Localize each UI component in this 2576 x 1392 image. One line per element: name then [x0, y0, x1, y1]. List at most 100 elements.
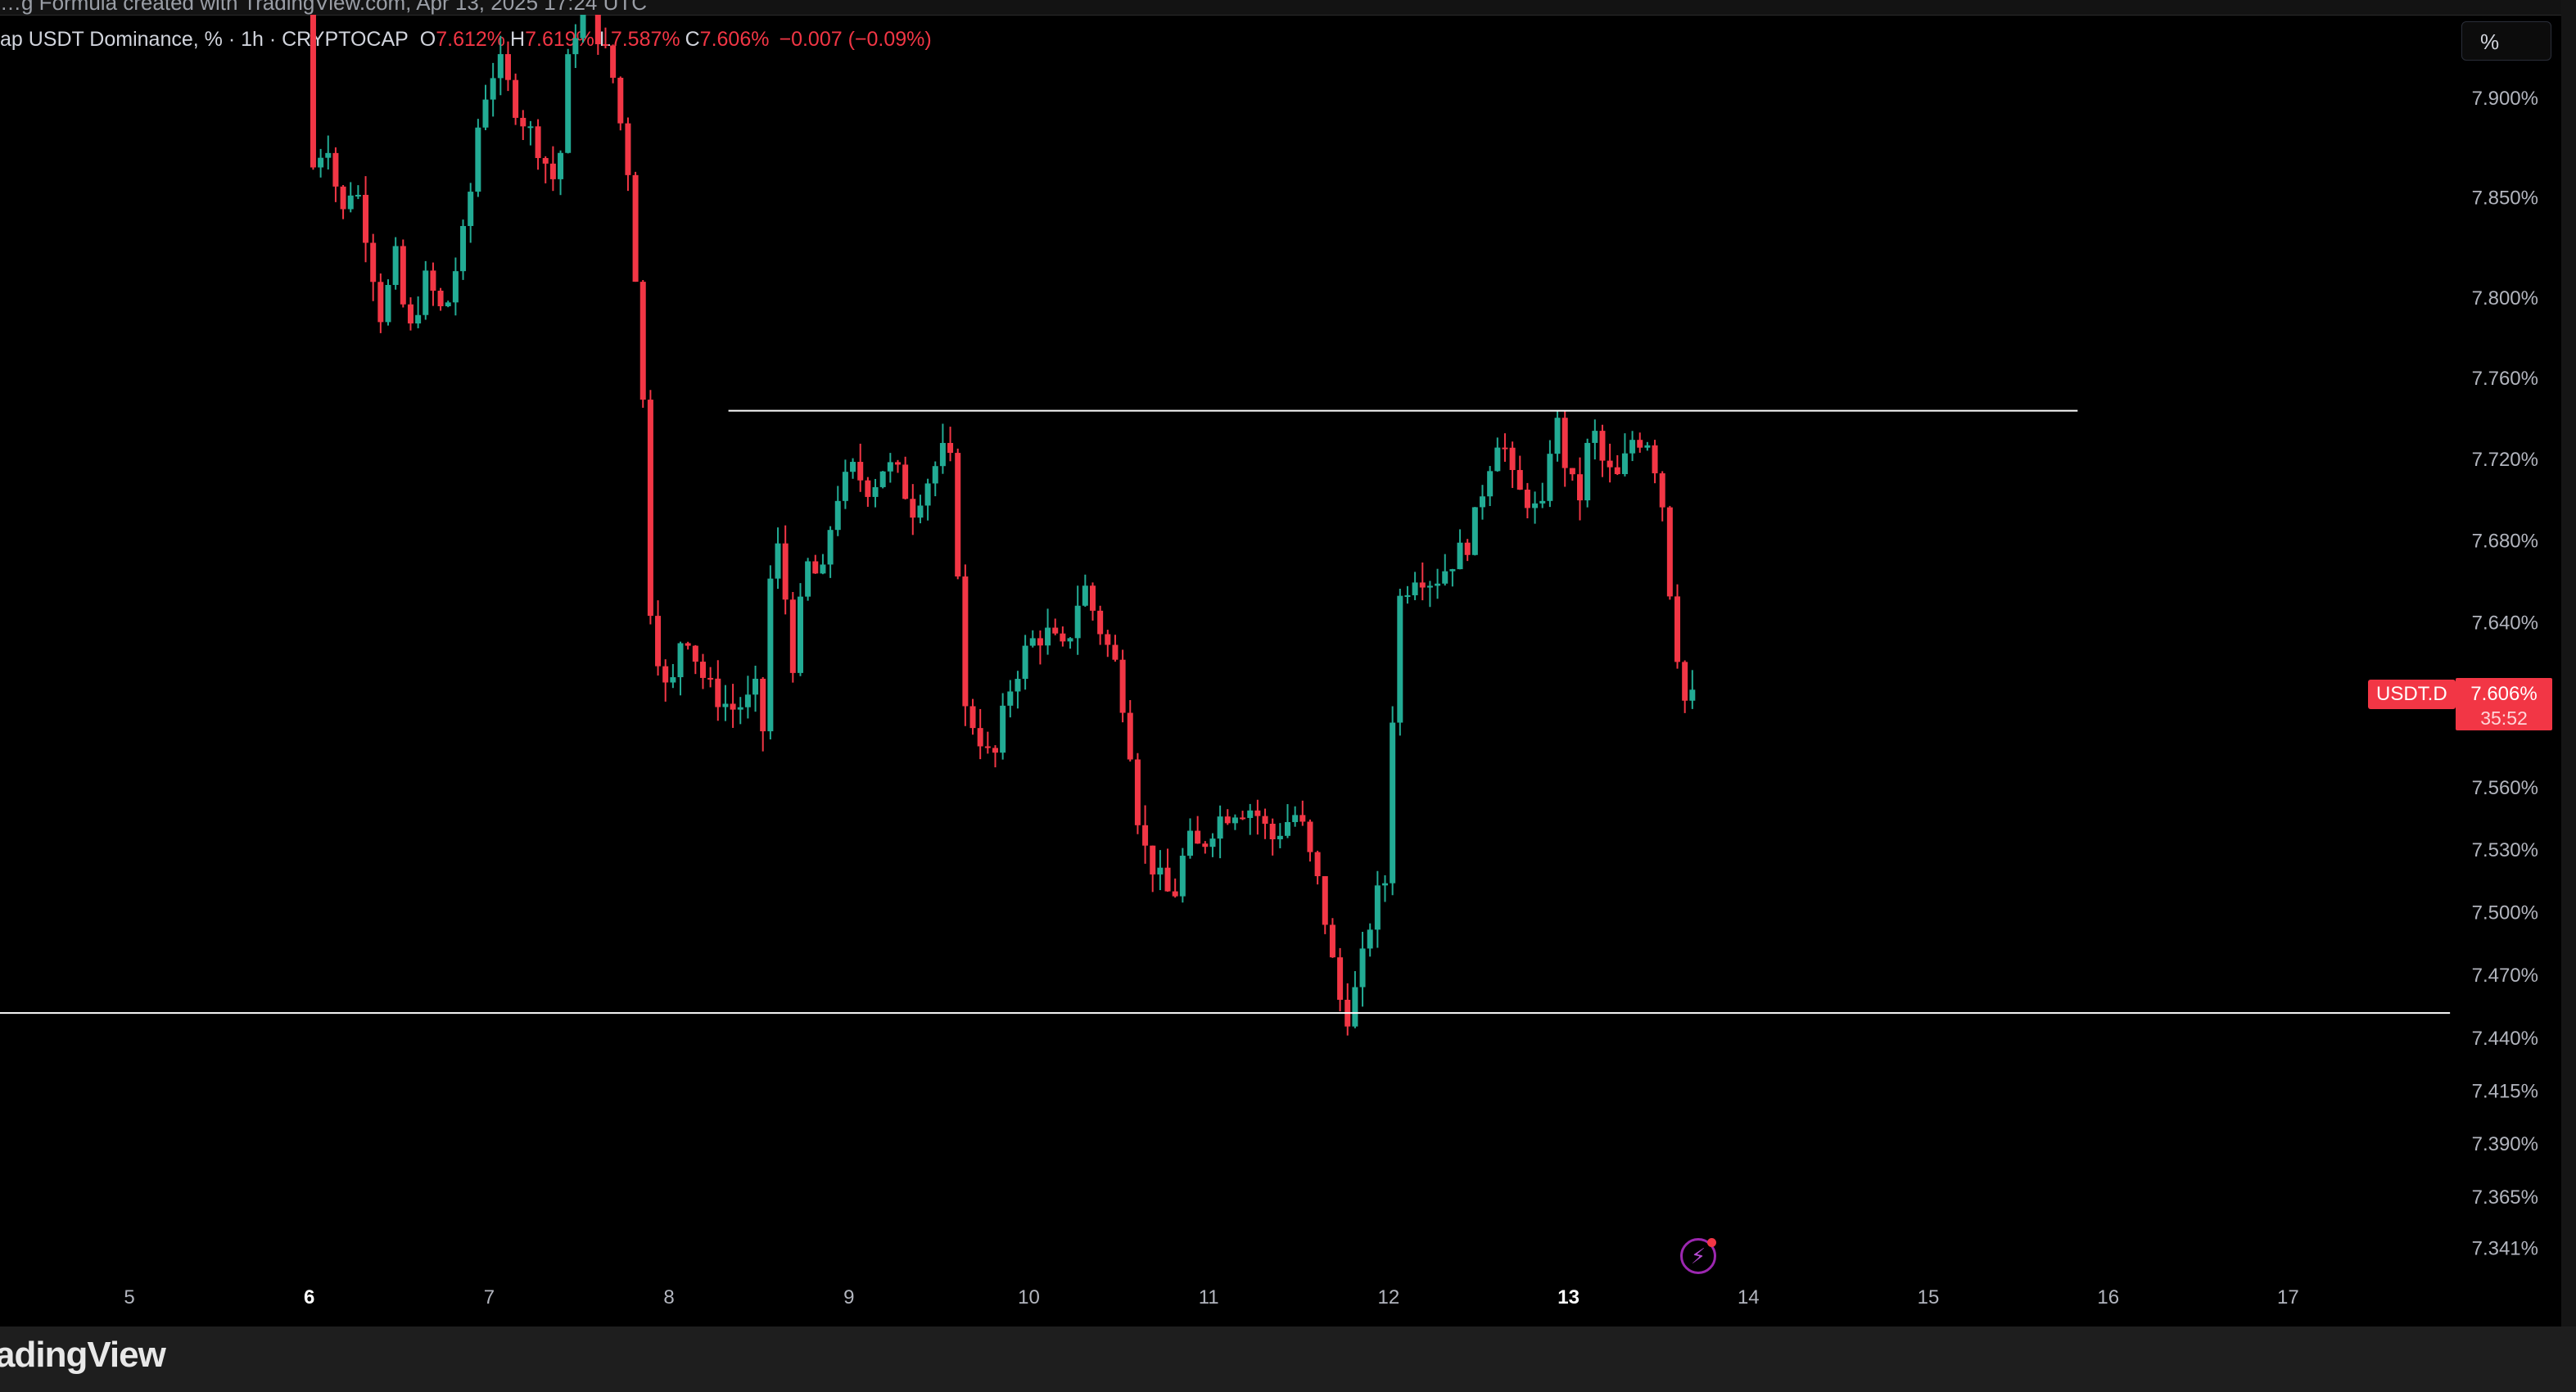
candle: [520, 110, 526, 141]
time-tick-label: 10: [1018, 1286, 1040, 1308]
candle: [310, 15, 316, 170]
candle: [445, 301, 451, 308]
candle: [955, 448, 961, 580]
candle: [1584, 438, 1591, 508]
candle: [1516, 455, 1523, 490]
candle: [969, 698, 976, 735]
candle: [639, 279, 646, 409]
lightning-bolt-icon[interactable]: ⚡: [1680, 1238, 1716, 1274]
candle: [1195, 816, 1201, 844]
price-chart[interactable]: 7.900% 7.850% 7.800% 7.760% 7.720% 7.680% 7.64…: [0, 15, 2561, 1326]
horizontal-lines-layer: [0, 409, 2451, 1015]
price-axis: 7.900% 7.850% 7.800% 7.760% 7.720% 7.680% 7.64…: [2472, 88, 2538, 1259]
candle: [910, 484, 916, 536]
candle: [1202, 841, 1209, 854]
candle: [1682, 660, 1688, 713]
candle: [504, 41, 511, 92]
candle: [632, 171, 639, 282]
symbol-description[interactable]: ap USDT Dominance, % · 1h · CRYPTOCAP: [0, 27, 409, 51]
change-value: −0.007 (−0.09%): [779, 27, 932, 51]
candle: [715, 660, 721, 721]
export-watermark-strip: …g Formula created with TradingView.com,…: [0, 0, 2576, 16]
candle: [415, 296, 422, 328]
candle: [1435, 568, 1441, 599]
candle: [1509, 441, 1516, 488]
candle: [475, 119, 481, 197]
bar-countdown: 35:52: [2480, 707, 2528, 729]
candle: [542, 156, 549, 183]
candle: [580, 15, 586, 43]
candle: [1292, 806, 1299, 827]
price-tick-label: 7.760%: [2472, 368, 2538, 390]
price-tick-label: 7.470%: [2472, 965, 2538, 987]
time-tick-label: 15: [1918, 1286, 1940, 1308]
candle: [1666, 505, 1673, 600]
candle: [1359, 931, 1366, 1007]
time-tick-label: 11: [1199, 1286, 1219, 1308]
candle: [924, 478, 931, 521]
right-edge-panel: [2561, 0, 2576, 1326]
candle: [647, 390, 653, 625]
candle: [1232, 814, 1238, 830]
candle: [857, 443, 864, 492]
candle: [812, 554, 819, 574]
candle: [535, 119, 541, 170]
candle: [1224, 809, 1231, 825]
price-tick-label: 7.415%: [2472, 1080, 2538, 1102]
candle: [1307, 819, 1313, 862]
candle: [1607, 443, 1613, 483]
candle: [1097, 605, 1104, 645]
candle: [1247, 803, 1254, 835]
candle: [617, 76, 624, 131]
candle: [1390, 706, 1396, 896]
candle: [850, 458, 856, 479]
candle: [977, 708, 983, 760]
candle: [468, 183, 474, 243]
candle: [1480, 485, 1486, 520]
candle: [527, 120, 534, 146]
candle: [1494, 437, 1501, 472]
candle: [1285, 804, 1291, 838]
candle: [513, 73, 519, 125]
candle: [1217, 805, 1223, 859]
candle: [760, 677, 766, 752]
time-tick-label: 13: [1557, 1286, 1579, 1308]
candle: [1419, 562, 1426, 601]
candle: [1547, 440, 1553, 508]
candle: [400, 239, 406, 308]
price-tick-label: 7.390%: [2472, 1133, 2538, 1155]
candle: [565, 48, 572, 154]
price-tick-label: 7.500%: [2472, 902, 2538, 924]
candle: [1412, 572, 1418, 600]
candle: [677, 641, 684, 696]
candle: [572, 24, 579, 69]
candle: [1592, 419, 1598, 460]
candle: [1127, 699, 1133, 762]
candle: [1329, 918, 1335, 958]
candle: [347, 182, 354, 213]
time-tick-label: 17: [2277, 1286, 2299, 1308]
candle: [692, 644, 698, 675]
time-tick-label: 5: [124, 1286, 134, 1308]
candle: [1119, 649, 1126, 723]
candle: [1150, 845, 1156, 893]
candle: [842, 459, 848, 509]
candle: [1674, 584, 1681, 669]
price-tick-label: 7.800%: [2472, 287, 2538, 310]
candle: [865, 477, 871, 507]
candle: [497, 35, 504, 96]
price-tick-label: 7.850%: [2472, 187, 2538, 209]
candle: [789, 592, 796, 683]
candle: [625, 117, 631, 192]
candle: [1209, 833, 1216, 857]
last-price-value: 7.606%: [2470, 683, 2538, 705]
percent-scale-button[interactable]: %: [2461, 21, 2551, 61]
tradingview-logo: adingView: [0, 1335, 166, 1375]
candle: [699, 653, 706, 689]
candle: [1561, 411, 1568, 487]
candle: [1277, 823, 1283, 848]
time-axis: 5 6 7 8 9 10 11 12 13 14 15 16 17: [124, 1286, 2298, 1308]
candle: [1569, 468, 1575, 481]
candle: [730, 684, 736, 728]
time-tick-label: 9: [843, 1286, 854, 1308]
